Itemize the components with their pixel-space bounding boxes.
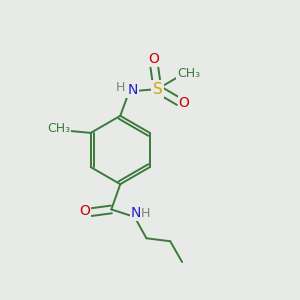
Text: H: H	[141, 207, 151, 220]
Text: O: O	[179, 96, 190, 110]
Text: N: N	[128, 83, 138, 97]
Text: S: S	[153, 82, 162, 97]
Text: CH₃: CH₃	[47, 122, 70, 135]
Text: O: O	[79, 204, 90, 218]
Text: O: O	[148, 52, 159, 66]
Text: N: N	[131, 206, 141, 220]
Text: CH₃: CH₃	[177, 67, 200, 80]
Text: H: H	[116, 81, 126, 94]
